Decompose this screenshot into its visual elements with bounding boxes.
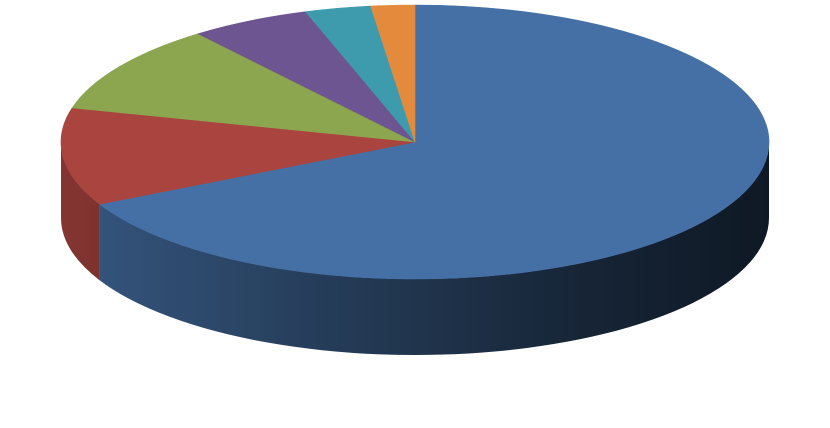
pie-slice-2 [60, 107, 416, 205]
pie-slice-side-2 [61, 142, 100, 281]
pie-slice-1 [98, 4, 770, 280]
pie-slice-side-1 [99, 142, 770, 355]
pie-top-faces [60, 4, 770, 280]
pie-side-walls [61, 142, 770, 355]
pie-slice-3 [71, 33, 416, 143]
pie-slice-6 [370, 4, 416, 143]
